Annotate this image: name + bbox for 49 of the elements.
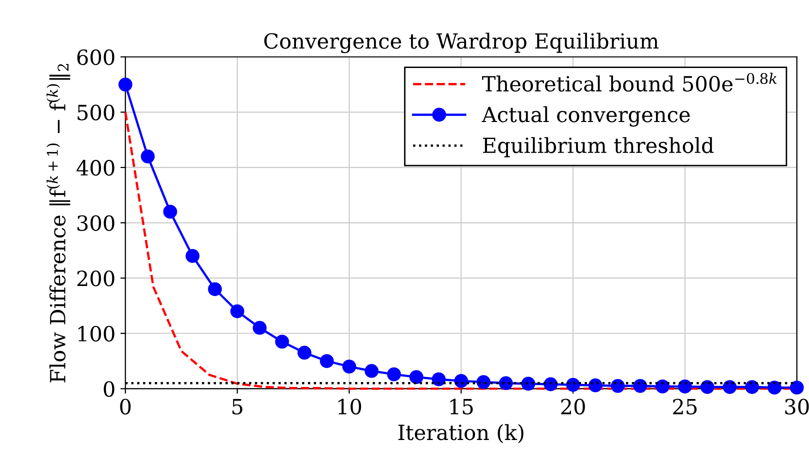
y-tick-label: 300 (77, 215, 114, 231)
x-tick-label: 15 (450, 398, 473, 415)
point (163, 204, 178, 219)
point (656, 380, 670, 394)
point (320, 354, 334, 368)
point (454, 374, 468, 388)
point (409, 370, 424, 384)
point (140, 149, 155, 164)
point (186, 249, 200, 263)
point (566, 378, 580, 392)
legend-label: Equilibrium threshold (483, 137, 714, 158)
x-tick-label: 20 (561, 398, 585, 415)
point (790, 380, 804, 395)
legend-label: Actual convergence (482, 106, 690, 127)
y-axis-title: Flow Difference ‖f$^{(k+1)}$ − f$^{(k)}$‖$_{2}$ (46, 64, 70, 382)
point (745, 380, 760, 394)
y-tick-label: 500 (78, 104, 114, 120)
legend-label: Theoretical bound 500e$^{−0.8k}$ (482, 72, 777, 92)
point (298, 346, 312, 360)
point (633, 378, 648, 393)
point (230, 304, 244, 318)
point (678, 380, 692, 394)
point (432, 372, 446, 386)
point (722, 380, 737, 394)
point (387, 367, 401, 382)
point (364, 364, 379, 378)
x-tick-label: 25 (673, 398, 697, 415)
point (521, 376, 536, 391)
point (544, 377, 558, 392)
chart-title: Convergence to Wardrop Equilibrium (264, 32, 659, 54)
y-tick-label: 100 (78, 326, 114, 342)
x-tick-label: 10 (338, 398, 362, 415)
point (588, 378, 602, 392)
y-tick-label: 600 (77, 49, 114, 66)
point (275, 334, 290, 349)
y-tick-label: 0 (104, 381, 114, 397)
point (118, 78, 132, 92)
point (342, 360, 356, 374)
point (252, 320, 267, 335)
y-tick-label: 200 (77, 270, 114, 286)
x-tick-label: 0 (120, 398, 131, 415)
point (700, 380, 714, 394)
y-tick-label: 400 (76, 160, 114, 176)
x-tick-label: 30 (785, 398, 809, 415)
x-axis-title: Iteration (k) (398, 424, 524, 444)
point (768, 380, 782, 395)
point (208, 282, 222, 296)
point (498, 376, 513, 390)
x-tick-label: 5 (232, 399, 242, 415)
